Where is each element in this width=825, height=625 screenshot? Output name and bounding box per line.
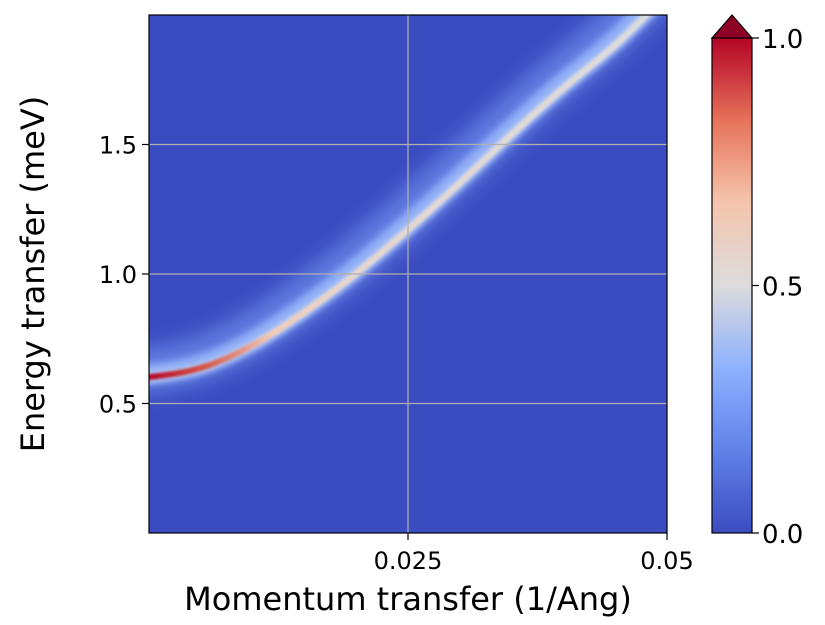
colorbar-ticks: 0.0 0.5 1.0 bbox=[752, 25, 803, 550]
colorbar-tick-label: 0.5 bbox=[762, 273, 803, 303]
y-tick-label: 1.0 bbox=[99, 261, 137, 289]
grid-lines bbox=[149, 15, 667, 533]
colorbar-gradient bbox=[711, 37, 753, 534]
colorbar-extend-arrow bbox=[710, 14, 754, 39]
y-tick-label: 1.5 bbox=[99, 132, 137, 160]
dispersion-curve bbox=[149, 15, 651, 381]
x-axis-label: Momentum transfer (1/Ang) bbox=[184, 580, 632, 618]
plot-area bbox=[148, 14, 668, 534]
y-axis-ticks: 0.5 1.0 1.5 bbox=[99, 132, 149, 419]
y-tick-label: 0.5 bbox=[99, 391, 137, 419]
colorbar-tick-label: 0.0 bbox=[762, 520, 803, 550]
x-axis-ticks: 0.025 0.05 bbox=[374, 533, 694, 575]
x-tick-label: 0.025 bbox=[374, 547, 443, 575]
y-axis-label: Energy transfer (meV) bbox=[14, 96, 52, 452]
colorbar-tick-label: 1.0 bbox=[762, 25, 803, 55]
x-tick-label: 0.05 bbox=[640, 547, 693, 575]
colorbar: 0.0 0.5 1.0 bbox=[710, 14, 803, 550]
heatmap-intensity-band bbox=[149, 15, 663, 394]
